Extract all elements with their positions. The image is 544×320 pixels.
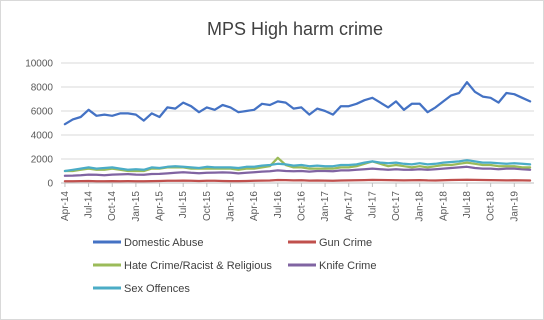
x-tick-label: Apr-16 bbox=[249, 191, 260, 221]
x-tick-label: Jan-17 bbox=[320, 191, 331, 222]
y-tick-label: 8000 bbox=[31, 83, 54, 94]
y-tick-label: 4000 bbox=[31, 131, 54, 142]
series-line-knife-crime bbox=[63, 165, 532, 177]
y-tick-label: 0 bbox=[47, 179, 53, 190]
legend-label-domestic-abuse: Domestic Abuse bbox=[124, 237, 203, 249]
x-tick-label: Apr-15 bbox=[155, 191, 166, 221]
chart-title: MPS High harm crime bbox=[207, 19, 383, 39]
x-tick-label: Jan-16 bbox=[225, 191, 236, 222]
y-tick-label: 2000 bbox=[31, 155, 54, 166]
x-tick-label: Jan-15 bbox=[131, 191, 142, 222]
x-tick-label: Jul-15 bbox=[178, 191, 189, 219]
x-tick-label: Jul-14 bbox=[84, 191, 95, 219]
x-tick-label: Apr-18 bbox=[438, 191, 449, 221]
series-lines bbox=[63, 81, 532, 183]
legend-label-gun-crime: Gun Crime bbox=[319, 237, 372, 249]
x-tick-label: Oct-16 bbox=[296, 191, 307, 221]
series-line-gun-crime bbox=[63, 178, 532, 183]
legend-label-knife-crime: Knife Crime bbox=[319, 260, 376, 272]
x-tick-label: Jul-16 bbox=[273, 191, 284, 219]
legend-label-hate-crime-racist-religious: Hate Crime/Racist & Religious bbox=[124, 260, 272, 272]
x-tick-label: Oct-15 bbox=[202, 191, 213, 221]
x-tick-label: Jan-19 bbox=[509, 191, 520, 222]
legend: Domestic Abuse Gun Crime Hate Crime/Racist… bbox=[93, 237, 376, 295]
y-tick-label: 6000 bbox=[31, 107, 54, 118]
x-tick-label: Oct-18 bbox=[486, 191, 497, 221]
series-line-hate-crime-racist-religious bbox=[63, 156, 532, 173]
legend-label-sex-offences: Sex Offences bbox=[124, 283, 190, 295]
x-tick-label: Jan-18 bbox=[415, 191, 426, 222]
series-line-sex-offences bbox=[63, 159, 532, 173]
x-tick-label: Apr-14 bbox=[60, 191, 71, 221]
axes: 0 2000 4000 6000 8000 10000 Apr-14 Jul-14 Oct-14… bbox=[25, 59, 534, 222]
x-tick-label: Oct-14 bbox=[107, 191, 118, 221]
series-line-domestic-abuse bbox=[63, 81, 532, 126]
x-tick-label: Jul-18 bbox=[462, 191, 473, 219]
x-tick-label: Jul-17 bbox=[367, 191, 378, 219]
x-tick-label: Apr-17 bbox=[344, 191, 355, 221]
y-tick-label: 10000 bbox=[25, 59, 53, 70]
x-tick-label: Oct-17 bbox=[391, 191, 402, 221]
